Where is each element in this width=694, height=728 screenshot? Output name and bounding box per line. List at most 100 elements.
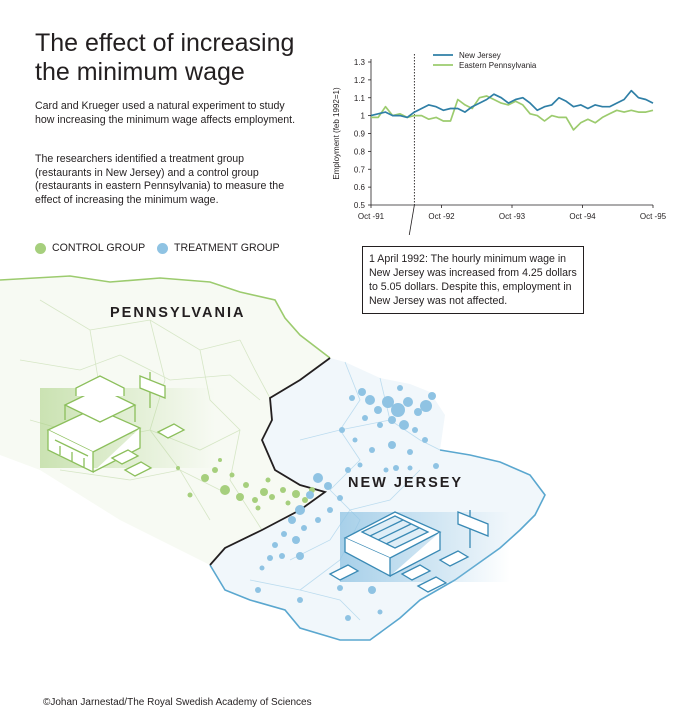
x-tick-label: Oct -94 <box>569 212 596 221</box>
map-illustration: PENNSYLVANIA NEW JERSEY <box>0 275 546 641</box>
treatment-restaurant-dot <box>324 482 332 490</box>
x-tick-label: Oct -91 <box>358 212 385 221</box>
treatment-restaurant-dot <box>407 449 413 455</box>
control-restaurant-dot <box>265 477 271 483</box>
intro-text: Card and Krueger used a natural experime… <box>35 100 296 126</box>
x-tick-label: Oct -92 <box>428 212 455 221</box>
treatment-restaurant-dot <box>295 505 305 515</box>
treatment-restaurant-dot <box>399 420 409 430</box>
treatment-restaurant-dot <box>292 536 300 544</box>
treatment-restaurant-dot <box>296 552 304 560</box>
treatment-restaurant-dot <box>377 422 383 428</box>
treatment-restaurant-dot <box>337 495 343 501</box>
treatment-restaurant-dot <box>422 437 428 443</box>
treatment-restaurant-dot <box>259 565 265 571</box>
treatment-restaurant-dot <box>281 531 287 537</box>
control-restaurant-dot <box>218 458 222 462</box>
new-jersey-restaurant-icon <box>328 510 489 593</box>
treatment-restaurant-dot <box>279 553 285 559</box>
treatment-restaurant-dot <box>369 447 375 453</box>
state-border-line <box>209 357 331 566</box>
treatment-restaurant-dot <box>428 392 436 400</box>
y-tick-label: 0.9 <box>354 130 366 139</box>
treatment-restaurant-dot <box>301 525 307 531</box>
treatment-restaurant-dot <box>383 467 389 473</box>
treatment-restaurant-dot <box>345 615 351 621</box>
legend-label: New Jersey <box>459 51 501 60</box>
control-restaurant-dot <box>201 474 209 482</box>
treatment-restaurant-dot <box>267 555 273 561</box>
credit-text: ©Johan Jarnestad/The Royal Swedish Acade… <box>43 697 312 708</box>
treatment-restaurant-dot <box>412 427 418 433</box>
treatment-restaurant-dot <box>349 395 355 401</box>
treatment-restaurant-dot <box>313 473 323 483</box>
page-title: The effect of increasing the minimum wag… <box>35 29 295 86</box>
treatment-restaurant-dot <box>297 597 303 603</box>
treatment-restaurant-dot <box>358 388 366 396</box>
treatment-restaurant-dot <box>393 465 399 471</box>
x-tick-label: Oct -93 <box>499 212 526 221</box>
treatment-restaurant-dot <box>368 586 376 594</box>
treatment-restaurant-dot <box>382 396 394 408</box>
series-line-eastern-pennsylvania <box>371 95 654 131</box>
new-jersey-coast <box>209 449 546 641</box>
treatment-restaurant-dot <box>255 587 261 593</box>
control-restaurant-dot <box>236 493 244 501</box>
treatment-restaurant-dot <box>288 516 296 524</box>
control-dot-icon <box>35 242 46 254</box>
control-restaurant-dot <box>252 497 258 503</box>
y-tick-label: 1.3 <box>354 58 366 67</box>
control-restaurant-dot <box>255 505 261 511</box>
treatment-restaurant-dot <box>407 465 413 471</box>
y-tick-label: 1 <box>361 112 366 121</box>
treatment-restaurant-dot <box>365 395 375 405</box>
new-jersey-label: NEW JERSEY <box>348 475 463 491</box>
treatment-restaurant-dot <box>362 415 368 421</box>
series-line-new-jersey <box>370 89 654 119</box>
control-restaurant-dot <box>187 492 193 498</box>
pennsylvania-label: PENNSYLVANIA <box>110 305 245 321</box>
treatment-restaurant-dot <box>306 491 314 499</box>
treatment-restaurant-dot <box>352 437 358 443</box>
treatment-restaurant-dot <box>414 408 422 416</box>
method-text: The researchers identified a treatment g… <box>35 153 285 206</box>
control-restaurant-dot <box>220 485 230 495</box>
legend-control: CONTROL GROUP <box>35 242 145 254</box>
y-tick-label: 0.7 <box>354 165 366 174</box>
treatment-restaurant-dot <box>433 463 439 469</box>
y-tick-label: 0.6 <box>354 183 366 192</box>
treatment-restaurant-dot <box>420 400 432 412</box>
annotation-connector <box>408 204 415 235</box>
control-restaurant-dot <box>243 482 249 488</box>
y-tick-label: 1.2 <box>354 76 366 85</box>
legend-treatment-label: TREATMENT GROUP <box>174 242 280 254</box>
control-restaurant-dot <box>269 494 275 500</box>
y-tick-label: 0.8 <box>354 147 366 156</box>
control-restaurant-dot <box>302 497 308 503</box>
treatment-restaurant-dot <box>391 403 405 417</box>
employment-chart: 0.5 0.6 0.7 0.8 0.9 1 1.1 1.2 1.3 Oct -91 Oct -92 O… <box>332 51 667 235</box>
treatment-restaurant-dot <box>388 441 396 449</box>
pennsylvania-border <box>0 275 331 359</box>
y-tick-label: 1.1 <box>354 94 366 103</box>
treatment-restaurant-dot <box>397 385 403 391</box>
y-tick-label: 0.5 <box>354 201 366 210</box>
treatment-restaurant-dot <box>374 406 382 414</box>
legend-treatment: TREATMENT GROUP <box>157 242 280 254</box>
treatment-dot-icon <box>157 242 168 254</box>
control-restaurant-dot <box>292 490 300 498</box>
treatment-restaurant-dot <box>345 467 351 473</box>
treatment-restaurant-dot <box>388 416 396 424</box>
legend-label: Eastern Pennsylvania <box>459 61 537 70</box>
control-restaurant-dot <box>229 472 235 478</box>
treatment-restaurant-dot <box>339 427 345 433</box>
control-restaurant-dot <box>176 466 180 470</box>
treatment-restaurant-dot <box>327 507 333 513</box>
control-restaurant-dot <box>212 467 218 473</box>
x-tick-label: Oct -95 <box>640 212 667 221</box>
legend-control-label: CONTROL GROUP <box>52 242 146 254</box>
y-axis-label: Employment (feb 1992=1) <box>332 87 341 180</box>
pennsylvania-restaurant-icon <box>46 372 186 477</box>
control-restaurant-dot <box>280 487 286 493</box>
event-annotation: 1 April 1992: The hourly minimum wage in… <box>362 246 584 314</box>
